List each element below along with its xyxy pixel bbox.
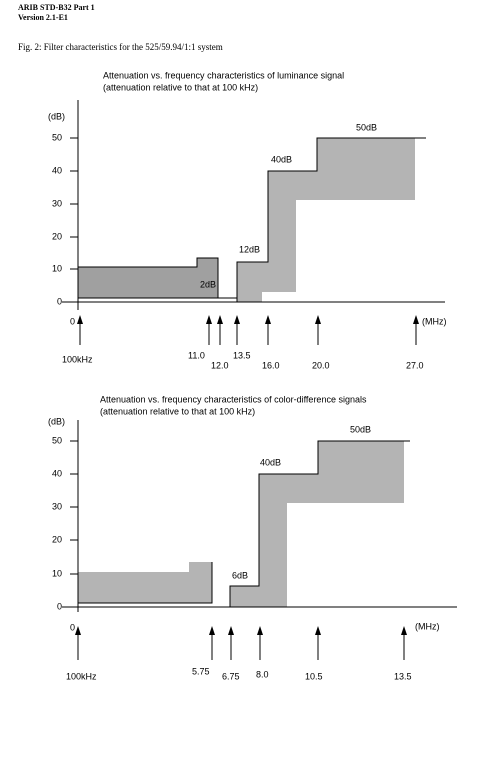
frequency-label: 13.5 [394, 671, 412, 681]
frequency-label: 12.0 [211, 360, 229, 370]
y-tick-label: 10 [52, 568, 62, 578]
frequency-label: 6.75 [222, 671, 240, 681]
arrow-head [315, 315, 321, 324]
arrow-head [265, 315, 271, 324]
frequency-label: 8.0 [256, 669, 269, 679]
figure-caption: Fig. 2: Filter characteristics for the 5… [18, 42, 223, 52]
level-label: 40dB [271, 154, 292, 164]
y-tick-label: 40 [52, 165, 62, 175]
y-tick-label: 20 [52, 231, 62, 241]
arrow-head [257, 626, 263, 635]
level-label: 50dB [356, 122, 377, 132]
frequency-label: 100kHz [62, 354, 93, 364]
figure-1-mask [62, 100, 445, 310]
level-label: 40dB [260, 457, 281, 467]
level-label: 12dB [239, 244, 260, 254]
y-tick-label: 30 [52, 501, 62, 511]
origin-label: 0 [70, 622, 75, 632]
arrow-head [217, 315, 223, 324]
header-title: ARIB STD-B32 Part 1 [18, 3, 95, 12]
y-tick-label: 40 [52, 468, 62, 478]
arrow-head [228, 626, 234, 635]
y-tick-label: 30 [52, 198, 62, 208]
frequency-label: 5.75 [192, 666, 210, 676]
arrow-head [401, 626, 407, 635]
arrow-head [77, 315, 83, 324]
y-unit: (dB) [48, 111, 65, 121]
frequency-label: 10.5 [305, 671, 323, 681]
figure-title: Attenuation vs. frequency characteristic… [100, 394, 367, 404]
x-unit: (MHz) [415, 621, 440, 631]
y-unit: (dB) [48, 416, 65, 426]
y-tick-label: 50 [52, 435, 62, 445]
arrow-head [413, 315, 419, 324]
figure-title: (attenuation relative to that at 100 kHz… [103, 82, 258, 92]
y-tick-label: 0 [57, 601, 62, 611]
origin-label: 0 [70, 316, 75, 326]
y-tick-label: 20 [52, 534, 62, 544]
frequency-label: 13.5 [233, 350, 251, 360]
frequency-label: 27.0 [406, 360, 424, 370]
figure-title: Attenuation vs. frequency characteristic… [103, 70, 344, 80]
arrow-head [234, 315, 240, 324]
arrow-head [206, 315, 212, 324]
y-tick-label: 50 [52, 132, 62, 142]
figure-2-mask [62, 420, 457, 612]
arrow-head [209, 626, 215, 635]
level-label: 6dB [232, 570, 248, 580]
frequency-label: 20.0 [312, 360, 330, 370]
frequency-label: 100kHz [66, 671, 97, 681]
level-label: 50dB [350, 424, 371, 434]
level-label: 2dB [200, 279, 216, 289]
frequency-label: 11.0 [188, 350, 205, 360]
frequency-label: 16.0 [262, 360, 280, 370]
y-tick-label: 10 [52, 263, 62, 273]
x-unit: (MHz) [422, 316, 447, 326]
arrow-head [75, 626, 81, 635]
figure-title: (attenuation relative to that at 100 kHz… [100, 406, 255, 416]
arrow-head [315, 626, 321, 635]
y-tick-label: 0 [57, 296, 62, 306]
header-version: Version 2.1-E1 [18, 13, 68, 22]
